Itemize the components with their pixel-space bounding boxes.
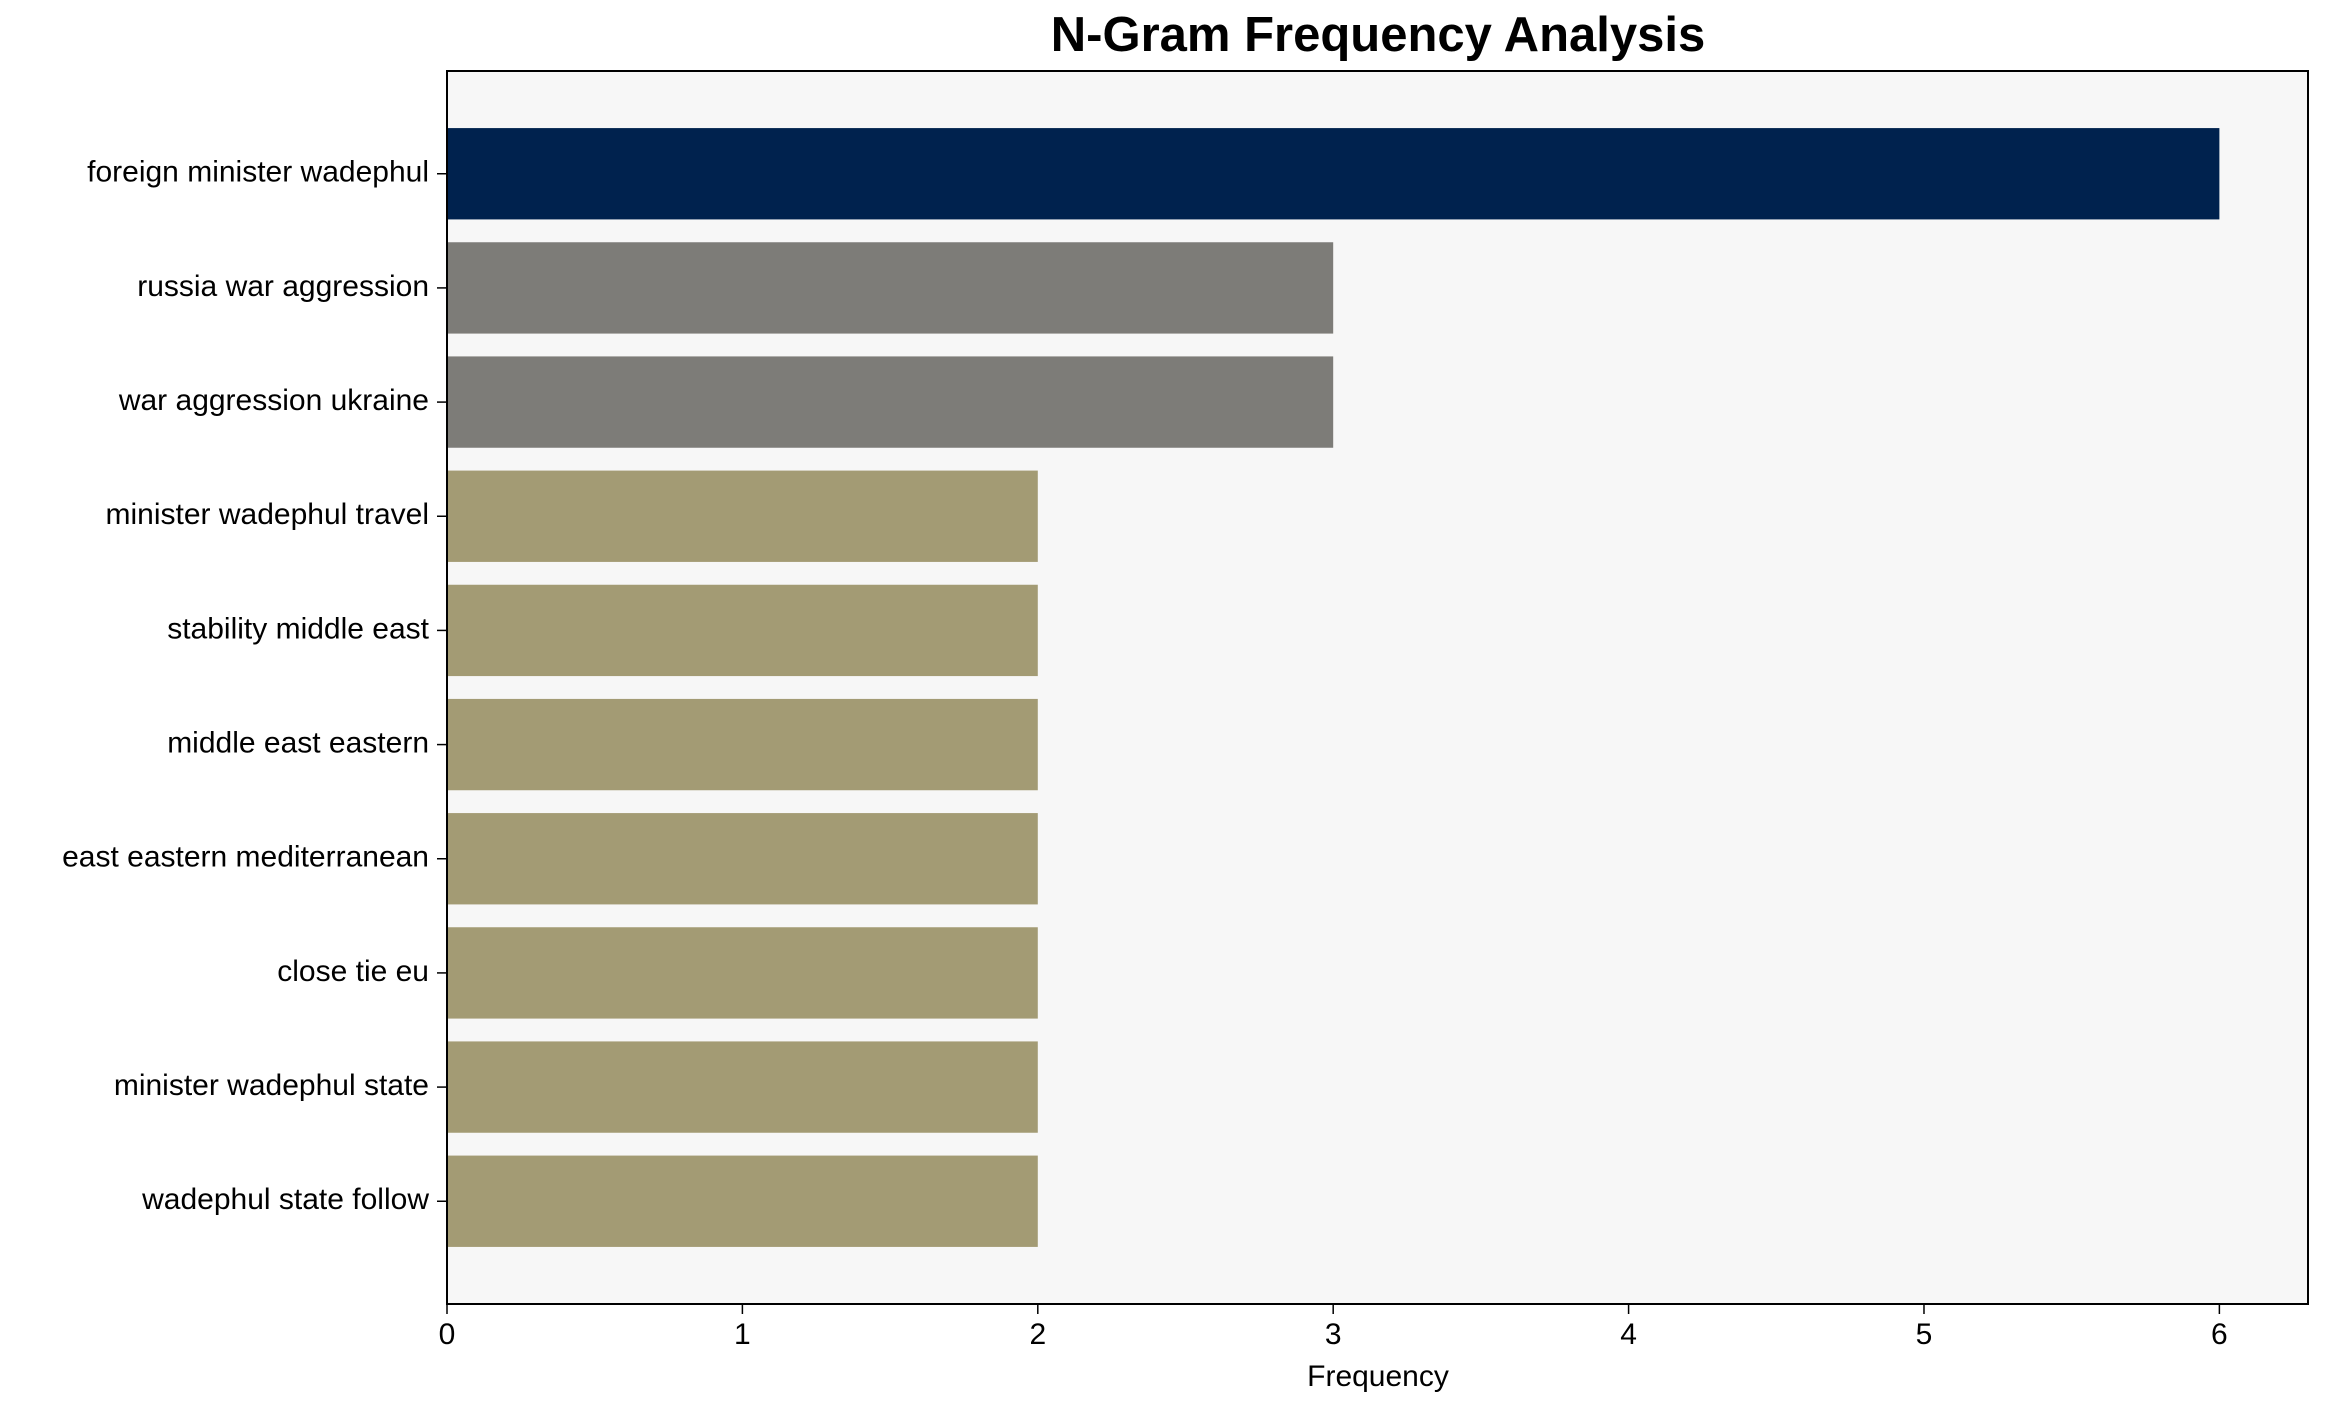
bar [447, 128, 2220, 220]
x-tick-label: 1 [734, 1318, 751, 1351]
y-tick-label: minister wadephul state [114, 1069, 429, 1102]
plot-frame [446, 70, 2309, 1305]
y-tick-label: east eastern mediterranean [62, 841, 429, 874]
y-tick-label: stability middle east [167, 612, 429, 645]
bar [447, 242, 1334, 334]
bar [447, 470, 1038, 562]
y-tick-label: middle east eastern [167, 727, 429, 760]
y-tick-label: war aggression ukraine [118, 384, 429, 417]
bar [447, 813, 1038, 905]
x-tick-label: 3 [1325, 1318, 1342, 1351]
bar [447, 698, 1038, 791]
y-tick-label: minister wadephul travel [106, 498, 429, 531]
bar [447, 356, 1334, 448]
bar [447, 584, 1038, 677]
bar [447, 1041, 1038, 1133]
y-tick-label: wadephul state follow [141, 1183, 429, 1216]
chart-title: N-Gram Frequency Analysis [1051, 8, 1705, 62]
y-tick-label: close tie eu [277, 955, 429, 988]
x-tick-label: 5 [1916, 1318, 1933, 1351]
x-axis-label: Frequency [1307, 1360, 1449, 1393]
x-tick-label: 0 [439, 1318, 456, 1351]
x-tick-label: 4 [1620, 1318, 1637, 1351]
bar [447, 1155, 1038, 1247]
x-tick-label: 6 [2211, 1318, 2228, 1351]
x-tick-label: 2 [1029, 1318, 1046, 1351]
y-tick-label: foreign minister wadephul [87, 156, 429, 189]
y-tick-label: russia war aggression [137, 270, 429, 303]
bar [447, 927, 1038, 1019]
